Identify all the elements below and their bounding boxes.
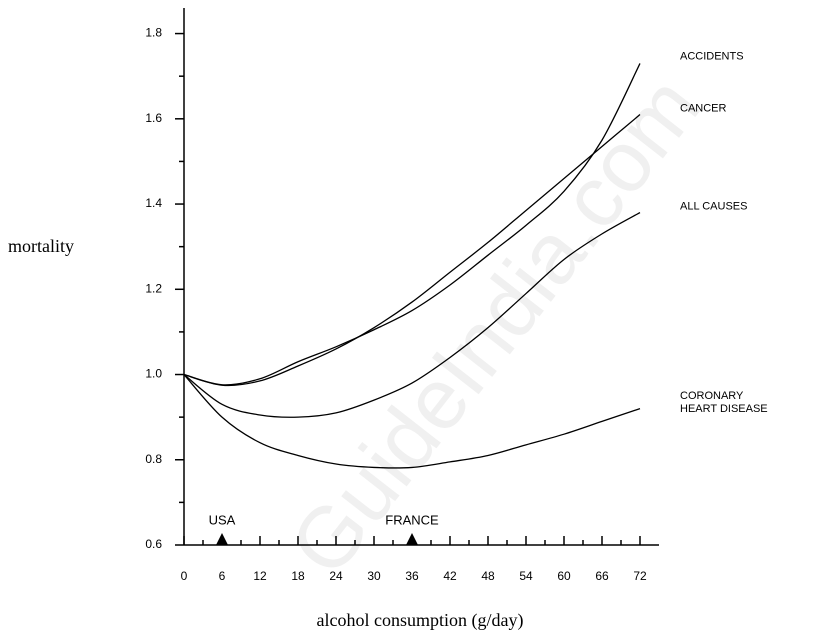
y-axis-label: mortality bbox=[8, 236, 74, 256]
x-tick-label: 60 bbox=[557, 569, 571, 583]
y-tick-label: 0.8 bbox=[145, 452, 162, 466]
x-tick-label: 6 bbox=[219, 569, 226, 583]
x-tick-label: 54 bbox=[519, 569, 533, 583]
x-tick-label: 66 bbox=[595, 569, 609, 583]
series-label: CANCER bbox=[680, 102, 727, 115]
x-tick-label: 42 bbox=[443, 569, 457, 583]
y-tick-label: 1.4 bbox=[145, 196, 162, 210]
annotation-label: USA bbox=[209, 512, 236, 527]
series-label: ALL CAUSES bbox=[680, 200, 748, 213]
y-tick-label: 0.6 bbox=[145, 537, 162, 551]
country-marker bbox=[216, 533, 228, 545]
series-label: CORONARY HEART DISEASE bbox=[680, 389, 768, 415]
series-line bbox=[183, 63, 641, 386]
y-tick-label: 1.0 bbox=[145, 367, 162, 381]
x-tick-label: 72 bbox=[633, 569, 647, 583]
x-tick-label: 0 bbox=[181, 569, 188, 583]
y-tick-label: 1.6 bbox=[145, 111, 162, 125]
x-tick-label: 18 bbox=[291, 569, 305, 583]
series-label: ACCIDENTS bbox=[680, 50, 744, 63]
x-tick-label: 30 bbox=[367, 569, 381, 583]
watermark: GuideIndia.com bbox=[272, 59, 718, 593]
x-tick-label: 24 bbox=[329, 569, 343, 583]
x-tick-label: 48 bbox=[481, 569, 495, 583]
x-tick-label: 36 bbox=[405, 569, 419, 583]
y-tick-label: 1.2 bbox=[145, 281, 162, 295]
y-tick-label: 1.8 bbox=[145, 26, 162, 40]
series-line bbox=[183, 114, 641, 387]
annotation-label: FRANCE bbox=[385, 512, 439, 527]
series-line bbox=[183, 374, 641, 469]
x-tick-label: 12 bbox=[253, 569, 267, 583]
x-axis-label: alcohol consumption (g/day) bbox=[317, 610, 524, 631]
series-line bbox=[183, 212, 641, 418]
country-marker bbox=[406, 533, 418, 545]
